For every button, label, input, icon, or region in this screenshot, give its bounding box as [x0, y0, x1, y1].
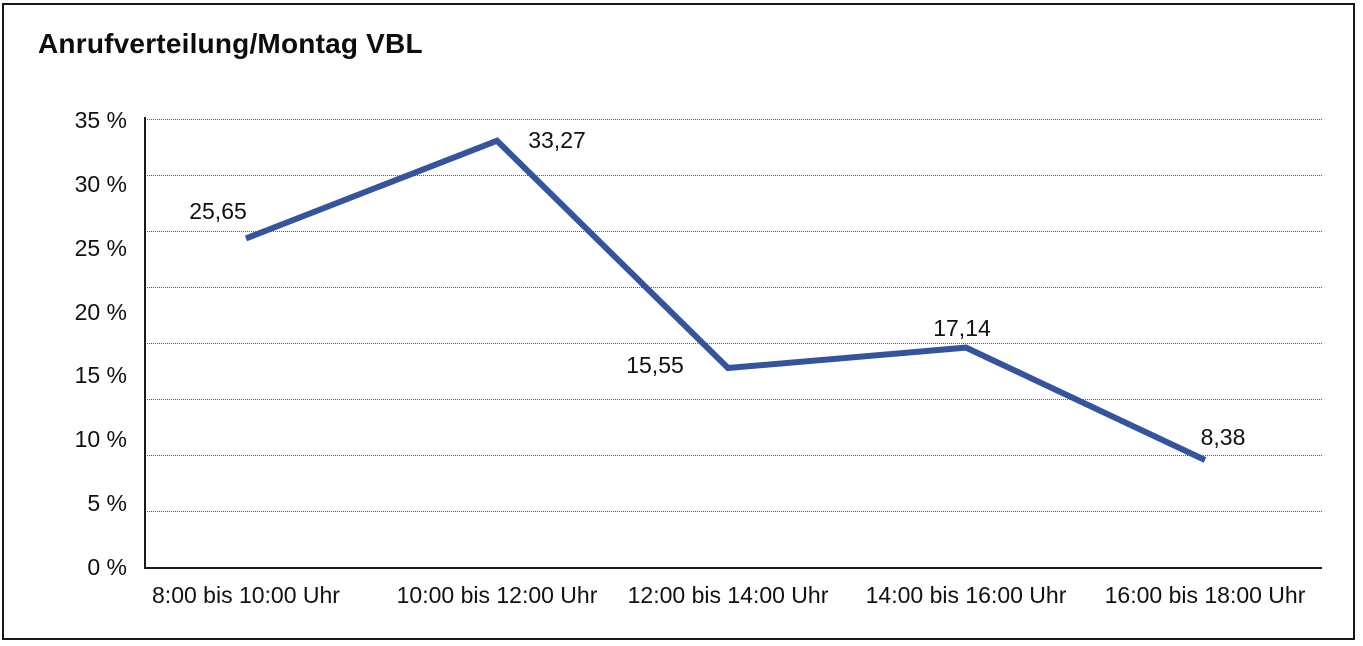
data-point-label: 17,14 — [933, 315, 991, 341]
y-gridline — [145, 230, 1322, 232]
x-axis-label: 8:00 bis 10:00 Uhr — [152, 582, 340, 608]
y-axis-line — [144, 116, 146, 568]
y-gridline — [145, 399, 1322, 401]
chart-title: Anrufverteilung/Montag VBL — [38, 28, 423, 59]
y-gridline — [145, 343, 1322, 344]
data-point-label: 25,65 — [189, 198, 247, 224]
y-axis-label: 20 % — [74, 299, 127, 325]
data-point-label: 33,27 — [528, 127, 586, 153]
y-gridline — [145, 118, 1322, 120]
y-axis-label: 5 % — [87, 490, 127, 516]
y-axis-label: 30 % — [74, 171, 127, 197]
data-point-label: 8,38 — [1200, 424, 1246, 450]
x-axis-line — [144, 566, 1322, 569]
y-gridline — [145, 286, 1322, 288]
y-gridline — [145, 511, 1322, 513]
data-line — [244, 137, 1207, 463]
x-axis-label: 10:00 bis 12:00 Uhr — [396, 582, 598, 608]
y-axis-label: 25 % — [74, 235, 127, 261]
y-axis-label: 10 % — [74, 426, 127, 452]
x-axis-label: 16:00 bis 18:00 Uhr — [1104, 582, 1306, 608]
x-axis-label: 12:00 bis 14:00 Uhr — [627, 582, 829, 608]
y-axis-label: 0 % — [87, 554, 127, 580]
data-point-label: 15,55 — [626, 352, 684, 378]
y-gridline — [145, 174, 1322, 176]
x-axis-label: 14:00 bis 16:00 Uhr — [865, 582, 1067, 608]
y-axis-label: 15 % — [74, 362, 127, 388]
y-axis-label: 35 % — [74, 107, 127, 133]
y-gridline — [145, 455, 1322, 457]
